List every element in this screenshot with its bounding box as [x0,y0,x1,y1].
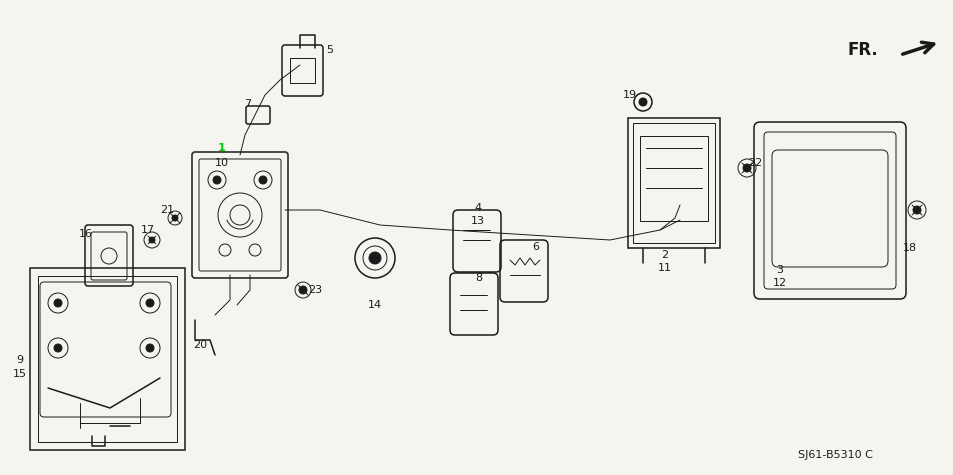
Text: 19: 19 [622,90,637,100]
Text: 5: 5 [326,45,334,55]
Circle shape [54,344,62,352]
Bar [30,268,185,450]
Circle shape [369,252,380,264]
Circle shape [146,299,153,307]
Bar [38,276,177,442]
Circle shape [146,344,153,352]
Text: 18: 18 [902,243,916,253]
Circle shape [54,299,62,307]
Circle shape [742,164,750,172]
Bar [290,58,314,83]
Text: 11: 11 [658,263,671,273]
Circle shape [912,206,920,214]
Circle shape [172,215,178,221]
Circle shape [258,176,267,184]
Text: 12: 12 [772,278,786,288]
Text: 21: 21 [160,205,173,215]
Bar [633,123,714,243]
Text: 14: 14 [368,300,381,310]
Text: 13: 13 [471,216,484,226]
Circle shape [298,286,307,294]
Text: SJ61-B5310 C: SJ61-B5310 C [797,450,872,460]
Bar [627,118,720,248]
Text: 17: 17 [141,225,155,235]
Text: 1: 1 [218,143,226,153]
Text: 9: 9 [16,355,24,365]
Text: 7: 7 [244,99,252,109]
Text: 8: 8 [475,273,482,283]
Text: 4: 4 [474,203,481,213]
Text: 20: 20 [193,340,207,350]
Circle shape [213,176,221,184]
Circle shape [149,237,154,243]
Text: 16: 16 [79,229,92,239]
Text: FR.: FR. [846,41,877,59]
Circle shape [639,98,646,106]
Text: 3: 3 [776,265,782,275]
Text: 10: 10 [214,158,229,168]
Text: 22: 22 [747,158,761,168]
Text: 15: 15 [13,369,27,379]
Text: 2: 2 [660,250,668,260]
Bar [639,136,707,221]
Text: 6: 6 [532,242,539,252]
Text: 23: 23 [308,285,322,295]
